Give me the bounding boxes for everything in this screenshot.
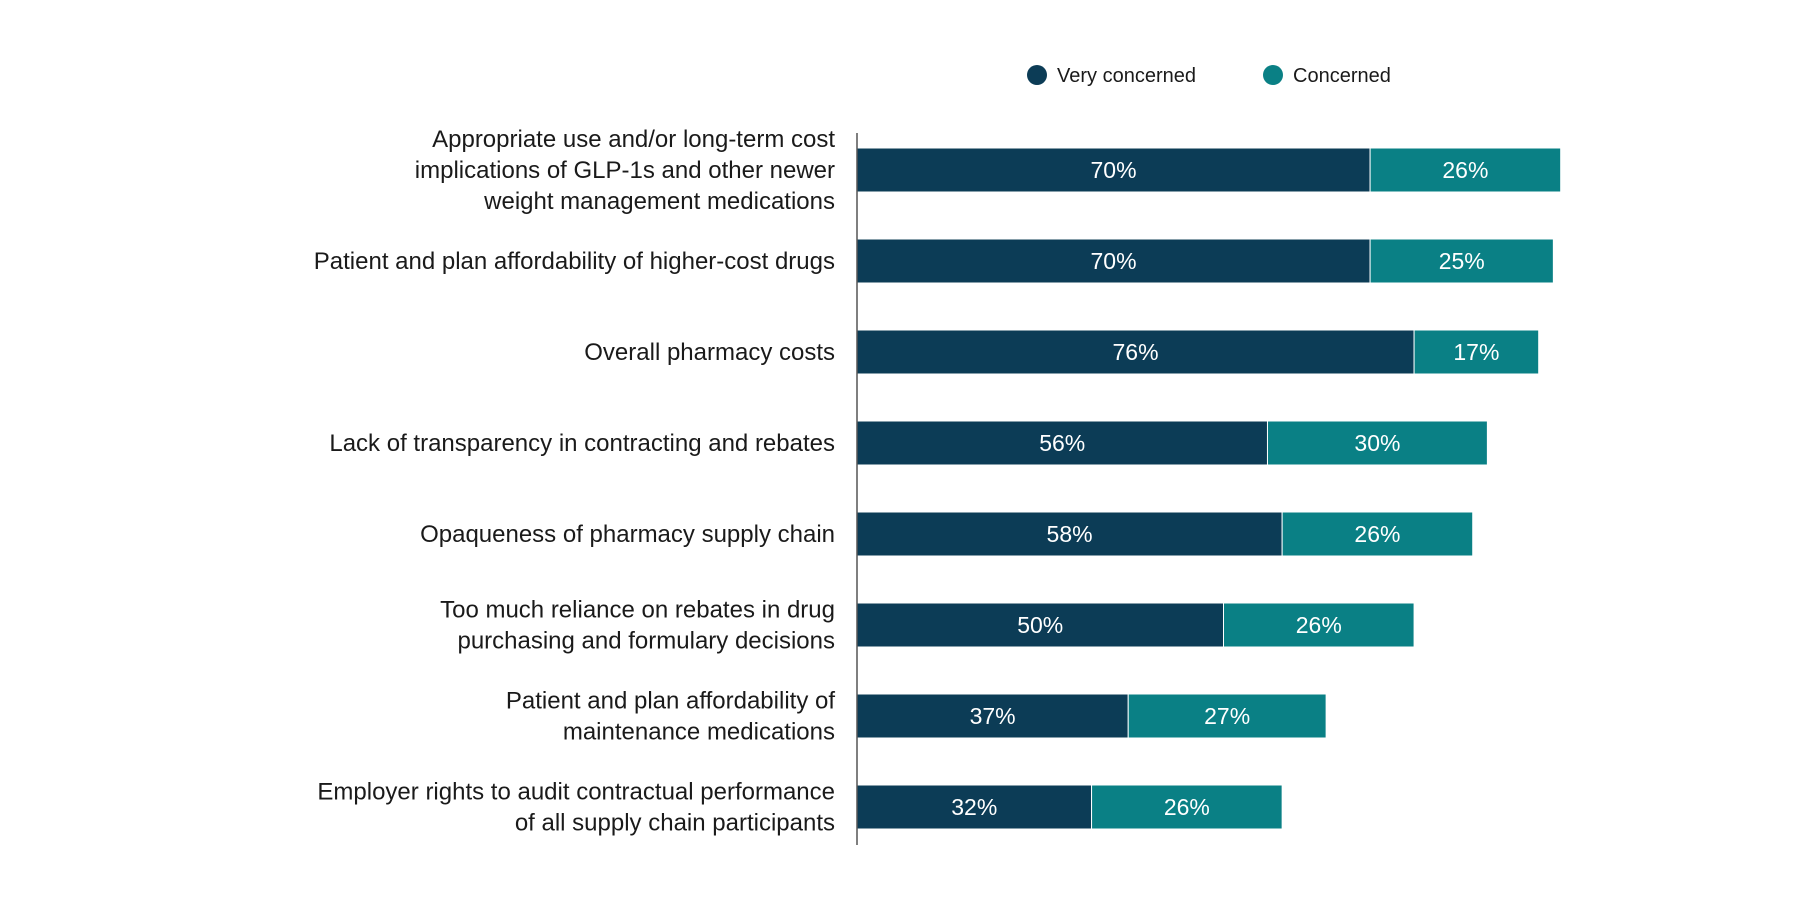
bars: 70% 26% 70% 25% 76% 17% 56% 30% 58% 26% 50% 26% 37% 2… [856, 147, 1562, 830]
value-label-very-concerned: 70% [1091, 157, 1137, 183]
value-label-very-concerned: 56% [1039, 430, 1085, 456]
bar-segment-very-concerned [856, 420, 1268, 466]
bar-segment-very-concerned [856, 147, 1371, 193]
category-label-line: Employer rights to audit contractual per… [317, 779, 835, 806]
bar-segment-concerned [1369, 147, 1562, 193]
category-label: Lack of transparency in contracting and … [329, 430, 835, 457]
category-label: Too much reliance on rebates in drug purc… [440, 597, 835, 655]
value-label-concerned: 17% [1453, 339, 1499, 365]
category-label: Employer rights to audit contractual per… [317, 779, 835, 837]
category-label-line: Lack of transparency in contracting and … [329, 430, 835, 457]
legend-item-concerned: Concerned [1263, 65, 1391, 87]
bar-segment-concerned [1091, 784, 1283, 830]
category-label-line: Appropriate use and/or long-term cost [432, 126, 835, 153]
bar-segment-concerned [1281, 511, 1474, 557]
value-label-concerned: 26% [1164, 794, 1210, 820]
bar-segment-concerned [1223, 602, 1415, 648]
category-label-line: weight management medications [483, 188, 835, 215]
category-label: Appropriate use and/or long-term cost imp… [415, 126, 836, 215]
legend: Very concerned Concerned [1027, 65, 1391, 87]
category-label-line: Patient and plan affordability of higher… [314, 248, 835, 275]
value-label-very-concerned: 76% [1113, 339, 1159, 365]
category-label-line: Overall pharmacy costs [584, 339, 835, 366]
bar-segment-concerned [1413, 329, 1540, 375]
category-label-line: purchasing and formulary decisions [457, 628, 835, 655]
category-label: Overall pharmacy costs [584, 339, 835, 366]
bar-segment-very-concerned [856, 329, 1415, 375]
value-label-very-concerned: 70% [1091, 248, 1137, 274]
value-label-concerned: 26% [1354, 521, 1400, 547]
legend-label: Concerned [1293, 65, 1391, 87]
circle-marker-icon [1027, 65, 1047, 85]
category-label-line: implications of GLP-1s and other newer [415, 157, 835, 184]
category-label: Opaqueness of pharmacy supply chain [420, 521, 835, 548]
value-label-very-concerned: 50% [1017, 612, 1063, 638]
category-label-line: Patient and plan affordability of [506, 688, 835, 715]
bar-segment-concerned [1369, 238, 1554, 284]
bar-segment-very-concerned [856, 238, 1371, 284]
value-label-concerned: 26% [1442, 157, 1488, 183]
category-label: Patient and plan affordability of mainten… [506, 688, 835, 746]
category-labels: Appropriate use and/or long-term cost imp… [314, 126, 836, 837]
bar-segment-concerned [1127, 693, 1327, 739]
legend-label: Very concerned [1057, 65, 1196, 87]
value-label-concerned: 27% [1204, 703, 1250, 729]
category-label-line: Opaqueness of pharmacy supply chain [420, 521, 835, 548]
category-label-line: Too much reliance on rebates in drug [440, 597, 835, 624]
category-label-line: maintenance medications [563, 719, 835, 746]
bar-segment-very-concerned [856, 693, 1129, 739]
value-label-very-concerned: 58% [1047, 521, 1093, 547]
legend-item-very-concerned: Very concerned [1027, 65, 1196, 87]
value-label-concerned: 30% [1354, 430, 1400, 456]
value-label-very-concerned: 32% [951, 794, 997, 820]
value-label-very-concerned: 37% [970, 703, 1016, 729]
value-label-concerned: 25% [1439, 248, 1485, 274]
value-label-concerned: 26% [1296, 612, 1342, 638]
circle-marker-icon [1263, 65, 1283, 85]
bar-segment-concerned [1266, 420, 1488, 466]
category-label-line: of all supply chain participants [515, 810, 835, 837]
category-label: Patient and plan affordability of higher… [314, 248, 835, 275]
